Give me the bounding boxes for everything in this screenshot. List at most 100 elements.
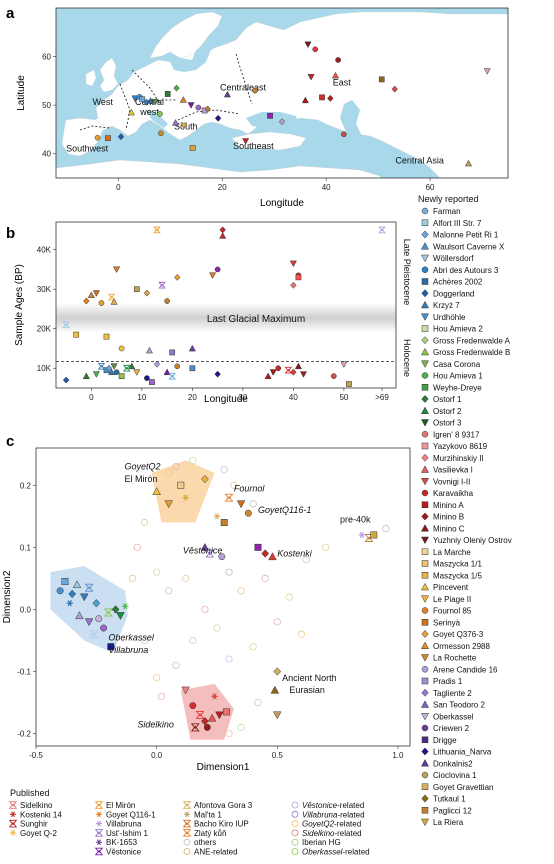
age-data-point <box>128 362 136 370</box>
map-site-marker <box>187 102 195 109</box>
mds-data-point <box>224 493 234 502</box>
map-site-marker <box>139 96 146 103</box>
legend-newly-label: Ostorf 3 <box>433 419 462 428</box>
legend-newly-label: Donkalnis2 <box>433 759 473 768</box>
age-data-point <box>97 362 106 370</box>
map-x-tick-label: 20 <box>218 183 227 192</box>
legend-published-label: Goyet Q-2 <box>20 829 57 838</box>
legend-newly-symbol <box>421 278 429 285</box>
map-site-marker <box>195 104 202 111</box>
legend-newly-symbol <box>420 641 430 649</box>
legend-published-label: Věstonice-related <box>302 801 364 810</box>
legend-newly-symbol <box>421 572 429 579</box>
mds-frame <box>35 447 411 747</box>
mds-related-point <box>237 723 245 731</box>
legend-published-symbol <box>96 820 102 827</box>
map-site-marker <box>147 97 155 104</box>
legend-newly-label: Tutkaul 1 <box>433 795 466 804</box>
mds-related-point <box>182 574 190 582</box>
map-site-marker <box>464 159 473 167</box>
legend-published-label: Ust'-Ishim 1 <box>106 829 149 838</box>
mds-related-point <box>297 630 306 638</box>
mds-data-point <box>72 580 82 589</box>
legend-newly-label: Paglicci 12 <box>433 806 472 815</box>
ages-x-tick-label: 30 <box>238 393 247 402</box>
legend-newly-symbol <box>421 724 429 732</box>
ages-x-axis-label: Longitude <box>204 394 248 405</box>
legend-newly-label: Cioclovina 1 <box>433 771 477 780</box>
legend-newly-symbol <box>421 607 429 614</box>
mds-x-tick-label: 0.0 <box>151 751 163 760</box>
legend-newly-symbol <box>420 313 430 321</box>
legend-published-symbol <box>10 830 16 836</box>
map-frame <box>55 7 509 179</box>
legend-newly-label: Hou Amieva 1 <box>433 372 483 381</box>
age-data-point <box>188 344 196 352</box>
map-site-marker <box>127 108 135 116</box>
legend-newly-label: Minino C <box>433 524 465 533</box>
map-site-marker <box>312 46 319 53</box>
legend-published-symbol <box>96 811 102 818</box>
legend-published-title: Published <box>10 788 50 798</box>
map-site-marker <box>173 84 180 92</box>
legend-published-symbol <box>291 820 299 827</box>
mds-data-point <box>190 723 200 732</box>
age-data-point <box>168 372 176 380</box>
mds-data-point <box>111 605 120 614</box>
age-data-point <box>92 371 100 378</box>
mds-annotation: Kostenki <box>277 549 313 559</box>
legend-newly-symbol <box>421 548 429 555</box>
age-data-point <box>295 274 302 281</box>
mds-data-point <box>254 543 262 551</box>
map-site-marker <box>483 68 491 75</box>
age-data-point <box>62 321 70 329</box>
map-region-label: South <box>174 121 198 131</box>
mds-annotation: El Mirón <box>125 474 158 484</box>
legend-newly-label: Farman <box>433 207 461 216</box>
legend-newly-label: Weyhe-Dreye <box>433 383 482 392</box>
map-site-marker <box>157 111 163 117</box>
age-data-point <box>110 363 118 370</box>
age-data-point <box>105 364 113 372</box>
mds-related-point <box>153 568 161 576</box>
mds-data-point <box>189 702 197 710</box>
legend-newly-label: Serinyà <box>433 618 461 627</box>
legend-newly-label: Vovnigi I-II <box>433 477 470 486</box>
map-land-scandinavia <box>149 11 223 59</box>
mds-data-point <box>84 618 94 627</box>
legend-newly-symbol <box>420 818 430 827</box>
mds-data-point <box>107 643 115 651</box>
mds-y-tick-label: 0.1 <box>20 543 32 552</box>
legend-newly-symbol <box>421 677 429 685</box>
legend-newly-symbol <box>421 501 429 508</box>
legend-newly-label: Hou Amieva 2 <box>433 325 483 334</box>
mds-annotation: Ancient North <box>282 673 337 683</box>
legend-newly-label: Maszycka 1/5 <box>433 571 482 580</box>
mds-related-point <box>261 574 269 582</box>
age-data-point <box>144 375 150 381</box>
legend-published-symbol <box>94 847 104 856</box>
age-data-point <box>82 372 90 379</box>
mds-related-point <box>225 655 233 663</box>
legend-published-symbol <box>96 839 102 846</box>
legend-newly-label: Urdhöhle <box>433 313 466 322</box>
map-land-africa <box>55 159 381 179</box>
ages-y-tick-label: 10K <box>37 364 52 373</box>
map-site-marker <box>105 135 111 142</box>
map-site-marker <box>340 131 347 138</box>
ages-x-tick-label: 40 <box>289 393 298 402</box>
ages-frame <box>55 221 397 389</box>
legend-newly-label: Wöllersdorf <box>433 254 474 263</box>
ages-x-tick-label: 0 <box>89 393 94 402</box>
age-data-point <box>290 281 297 289</box>
map-region-label: Southeast <box>233 141 274 151</box>
map-adriatic-sea <box>146 110 168 128</box>
legend-newly-symbol <box>421 688 429 697</box>
map-y-tick-label: 60 <box>42 53 51 62</box>
legend-published-label: Mal'ta 1 <box>194 810 222 819</box>
mds-data-point <box>268 552 277 561</box>
ages-y-axis-label: Sample Ages (BP) <box>14 264 25 346</box>
map-site-marker <box>131 95 139 102</box>
age-data-point <box>73 331 80 338</box>
legend-newly-label: Criewen 2 <box>433 724 470 733</box>
